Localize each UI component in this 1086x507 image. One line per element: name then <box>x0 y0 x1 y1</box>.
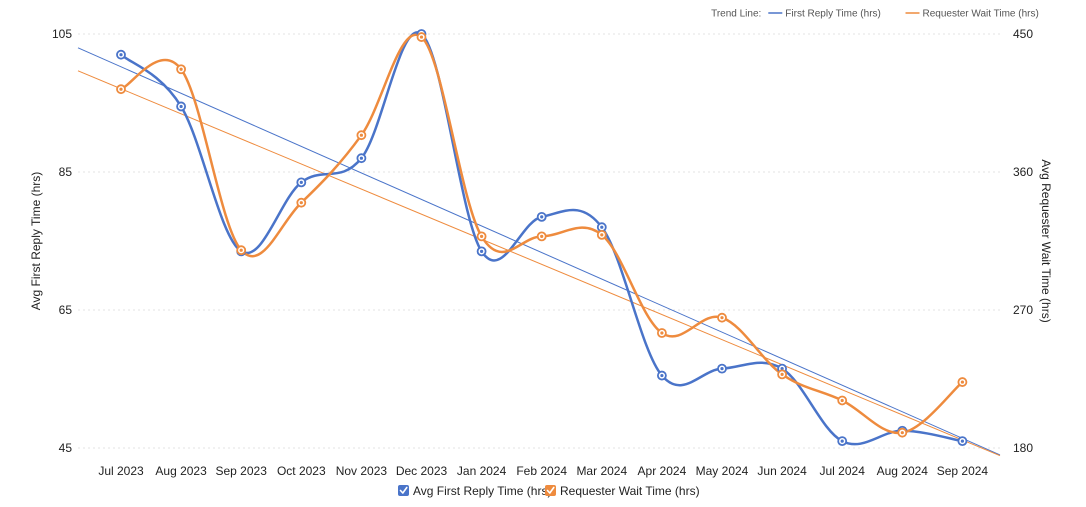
data-point-center <box>720 367 724 371</box>
x-axis-tick-label: Aug 2023 <box>155 464 207 478</box>
left-axis-title: Avg First Reply Time (hrs) <box>29 172 43 310</box>
gridlines <box>78 33 1000 449</box>
right-axis-tick-label: 360 <box>1013 165 1033 179</box>
x-axis-tick-label: Jan 2024 <box>457 464 507 478</box>
trend-legend-title: Trend Line: <box>711 9 761 20</box>
left-axis-tick-label: 85 <box>59 165 73 179</box>
data-point-center <box>960 439 965 443</box>
data-point-center <box>359 133 363 137</box>
right-axis-tick-label: 180 <box>1013 441 1033 455</box>
check-icon <box>546 486 555 494</box>
data-point-center <box>720 316 724 320</box>
data-point-center <box>660 331 664 335</box>
x-axis-tick-label: Dec 2023 <box>396 464 448 478</box>
data-point-center <box>239 248 243 252</box>
data-point-center <box>299 201 303 205</box>
legend-checkbox[interactable] <box>398 485 409 496</box>
x-axis-tick-label: Mar 2024 <box>576 464 627 478</box>
trend-lines <box>77 47 1001 457</box>
data-point-center <box>780 372 784 376</box>
left-axis-tick-label: 45 <box>59 441 73 455</box>
x-axis-tick-label: Apr 2024 <box>638 464 687 478</box>
data-point-center <box>660 373 664 378</box>
trend-line <box>77 70 1001 457</box>
right-axis-title: Avg Requester Wait Time (hrs) <box>1039 159 1053 322</box>
trend-line-legend: Requester Wait Time (hrs) First Reply Tim… <box>711 9 1039 20</box>
data-point-center <box>780 367 784 371</box>
left-axis-tick-label: 105 <box>52 27 72 41</box>
data-point-center <box>600 233 604 237</box>
trend-legend-label: First Reply Time (hrs) <box>785 9 881 20</box>
legend-checkbox[interactable] <box>545 485 556 496</box>
x-axis-tick-label: Oct 2023 <box>277 464 326 478</box>
x-axis-tick-label: Aug 2024 <box>877 464 929 478</box>
x-axis-tick-label: Jul 2024 <box>820 464 866 478</box>
check-icon <box>399 486 408 494</box>
legend-label: Requester Wait Time (hrs) <box>560 484 700 498</box>
x-axis-tick-label: May 2024 <box>696 464 749 478</box>
data-point-center <box>419 35 424 39</box>
right-axis-tick-label: 450 <box>1013 27 1033 41</box>
data-point-center <box>179 104 183 109</box>
data-point-center <box>540 215 544 219</box>
legend-label: Avg First Reply Time (hrs) <box>413 484 551 498</box>
data-point-center <box>119 87 123 91</box>
data-point-center <box>480 234 484 238</box>
data-point-center <box>480 249 484 253</box>
data-points[interactable] <box>116 29 968 447</box>
left-axis-tick-label: 65 <box>59 303 73 317</box>
x-axis-tick-label: Feb 2024 <box>516 464 567 478</box>
trend-line <box>77 47 1001 456</box>
x-axis-tick-label: Nov 2023 <box>336 464 388 478</box>
data-point-center <box>179 67 183 71</box>
data-point-center <box>900 431 904 435</box>
legend[interactable]: Avg First Reply Time (hrs) Requester Wait… <box>398 484 700 498</box>
x-axis-tick-label: Jun 2024 <box>757 464 807 478</box>
legend-item[interactable]: Requester Wait Time (hrs) <box>545 484 700 498</box>
right-axis-tick-label: 270 <box>1013 303 1033 317</box>
trend-legend-label: Requester Wait Time (hrs) <box>923 9 1039 20</box>
data-point-center <box>299 180 303 184</box>
data-point-center <box>600 225 604 229</box>
x-axis-tick-label: Sep 2023 <box>216 464 268 478</box>
data-point-center <box>840 439 844 443</box>
data-point-center <box>119 53 123 57</box>
data-point-center <box>359 156 363 160</box>
axes: 45 65 85 105 180 270 360 450 Jul 2023 Aug 2023 Sep… <box>29 27 1053 478</box>
x-axis-tick-label: Sep 2024 <box>937 464 989 478</box>
data-point-center <box>960 380 965 384</box>
data-point-center <box>540 234 544 238</box>
legend-item[interactable]: Avg First Reply Time (hrs) <box>398 484 551 498</box>
data-point-center <box>840 398 844 403</box>
x-axis-tick-label: Jul 2023 <box>98 464 144 478</box>
